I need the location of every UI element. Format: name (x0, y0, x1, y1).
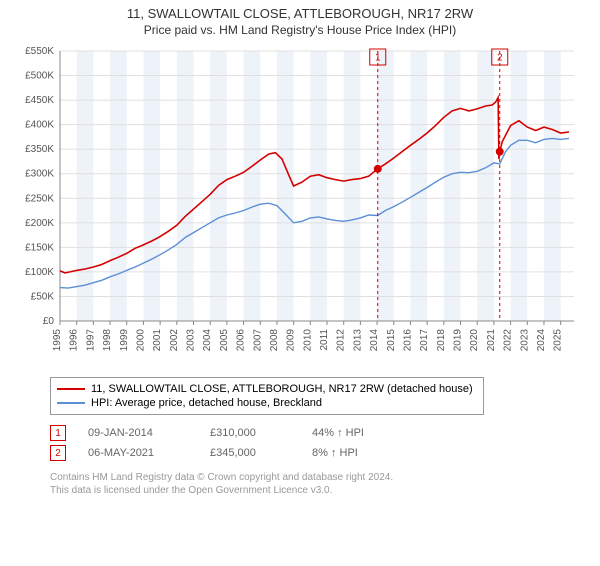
svg-text:2000: 2000 (135, 329, 146, 352)
sale-marker-icon: 1 (50, 425, 66, 441)
svg-text:2005: 2005 (219, 329, 230, 352)
chart-area: £0 £50K £100K £150K £200K £250K £300K £350K £400… (12, 41, 582, 371)
svg-text:2016: 2016 (402, 329, 413, 352)
svg-text:£250K: £250K (25, 193, 54, 204)
svg-text:2007: 2007 (252, 329, 263, 352)
svg-text:2003: 2003 (186, 329, 197, 352)
svg-text:2024: 2024 (536, 329, 547, 352)
svg-text:2001: 2001 (152, 329, 163, 352)
svg-text:2009: 2009 (286, 329, 297, 352)
legend-item: 11, SWALLOWTAIL CLOSE, ATTLEBOROUGH, NR1… (57, 382, 477, 396)
legend-swatch (57, 388, 85, 390)
svg-text:2023: 2023 (519, 329, 530, 352)
chart-container: 11, SWALLOWTAIL CLOSE, ATTLEBOROUGH, NR1… (0, 6, 600, 566)
legend-label: HPI: Average price, detached house, Brec… (91, 397, 322, 409)
sale-row: 1 09-JAN-2014 £310,000 44% ↑ HPI (50, 423, 600, 443)
svg-text:1998: 1998 (102, 329, 113, 352)
svg-text:2020: 2020 (469, 329, 480, 352)
svg-text:£50K: £50K (31, 291, 55, 302)
attribution: Contains HM Land Registry data © Crown c… (50, 471, 600, 497)
svg-text:£450K: £450K (25, 95, 54, 106)
svg-text:2010: 2010 (302, 329, 313, 352)
svg-text:2011: 2011 (319, 329, 330, 351)
svg-text:2006: 2006 (236, 329, 247, 352)
sale-price: £310,000 (210, 427, 290, 439)
svg-text:2002: 2002 (169, 329, 180, 352)
sale-marker-icon: 2 (50, 445, 66, 461)
svg-text:£500K: £500K (25, 71, 54, 82)
sales-list: 1 09-JAN-2014 £310,000 44% ↑ HPI 2 06-MAY-202… (50, 423, 600, 463)
sale-marker-dot (374, 165, 382, 173)
sale-marker-label: 1 (375, 53, 381, 64)
svg-text:£550K: £550K (25, 46, 54, 57)
svg-text:2022: 2022 (503, 329, 514, 352)
legend-box: 11, SWALLOWTAIL CLOSE, ATTLEBOROUGH, NR1… (50, 377, 484, 415)
svg-text:1997: 1997 (85, 329, 96, 352)
svg-text:2012: 2012 (336, 329, 347, 352)
svg-text:2025: 2025 (553, 329, 564, 352)
svg-text:£200K: £200K (25, 218, 54, 229)
svg-text:£0: £0 (43, 316, 55, 327)
attribution-line: This data is licensed under the Open Gov… (50, 484, 600, 497)
chart-subtitle: Price paid vs. HM Land Registry's House … (0, 23, 600, 37)
svg-text:£150K: £150K (25, 242, 54, 253)
svg-text:£100K: £100K (25, 267, 54, 278)
svg-text:2004: 2004 (202, 329, 213, 352)
sale-marker-dot (496, 148, 504, 156)
sale-date: 09-JAN-2014 (88, 427, 188, 439)
legend-item: HPI: Average price, detached house, Brec… (57, 396, 477, 410)
svg-text:2017: 2017 (419, 329, 430, 352)
svg-text:£400K: £400K (25, 120, 54, 131)
legend-swatch (57, 402, 85, 404)
svg-text:£300K: £300K (25, 169, 54, 180)
svg-text:2021: 2021 (486, 329, 497, 352)
svg-text:2014: 2014 (369, 329, 380, 352)
sale-date: 06-MAY-2021 (88, 447, 188, 459)
sale-price: £345,000 (210, 447, 290, 459)
legend-label: 11, SWALLOWTAIL CLOSE, ATTLEBOROUGH, NR1… (91, 383, 473, 395)
svg-text:2018: 2018 (436, 329, 447, 352)
svg-text:£350K: £350K (25, 144, 54, 155)
attribution-line: Contains HM Land Registry data © Crown c… (50, 471, 600, 484)
svg-text:2015: 2015 (386, 329, 397, 352)
svg-text:1999: 1999 (119, 329, 130, 352)
svg-text:2019: 2019 (453, 329, 464, 352)
chart-title: 11, SWALLOWTAIL CLOSE, ATTLEBOROUGH, NR1… (0, 6, 600, 21)
sale-delta: 44% ↑ HPI (312, 427, 402, 439)
sale-marker-label: 2 (497, 53, 503, 64)
chart-svg: £0 £50K £100K £150K £200K £250K £300K £350K £400… (12, 41, 582, 371)
svg-text:1996: 1996 (69, 329, 80, 352)
svg-text:2008: 2008 (269, 329, 280, 352)
sale-row: 2 06-MAY-2021 £345,000 8% ↑ HPI (50, 443, 600, 463)
sale-delta: 8% ↑ HPI (312, 447, 402, 459)
svg-text:2013: 2013 (352, 329, 363, 352)
svg-text:1995: 1995 (52, 329, 63, 352)
